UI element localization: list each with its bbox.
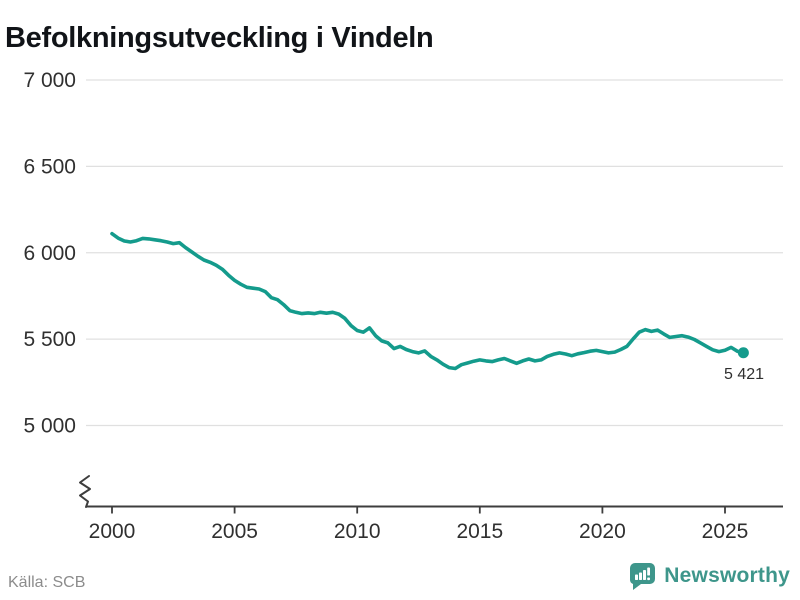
- gridlines: [86, 79, 783, 427]
- x-tick-label: 2000: [89, 520, 136, 543]
- newsworthy-logo[interactable]: Newsworthy: [628, 562, 790, 590]
- x-tick-label: 2025: [702, 520, 749, 543]
- x-tick-label: 2010: [334, 520, 381, 543]
- x-tick-label: 2020: [579, 520, 626, 543]
- y-tick-label: 6 000: [23, 242, 76, 265]
- y-tick-label: 5 500: [23, 328, 76, 351]
- bar-chart-speech-bubble-icon: [630, 563, 656, 590]
- source-caption: Källa: SCB: [8, 574, 86, 591]
- y-tick-label: 5 000: [23, 415, 76, 438]
- population-line: [110, 231, 746, 371]
- last-point-marker: [737, 347, 749, 359]
- y-tick-label: 7 000: [23, 69, 76, 92]
- y-axis-labels: 7 000 6 500 6 000 5 500 5 000: [23, 69, 76, 438]
- x-tick-label: 2005: [211, 520, 258, 543]
- brand-name: Newsworthy: [664, 564, 790, 587]
- x-axis: [86, 505, 783, 514]
- x-tick-label: 2015: [456, 520, 503, 543]
- last-value-label: 5 421: [724, 366, 764, 383]
- y-tick-label: 6 500: [23, 155, 76, 178]
- x-axis-labels: 2000 2005 2010 2015 2020 2025: [89, 520, 749, 543]
- page-title: Befolkningsutveckling i Vindeln: [5, 22, 434, 55]
- axis-break-icon: [79, 475, 91, 508]
